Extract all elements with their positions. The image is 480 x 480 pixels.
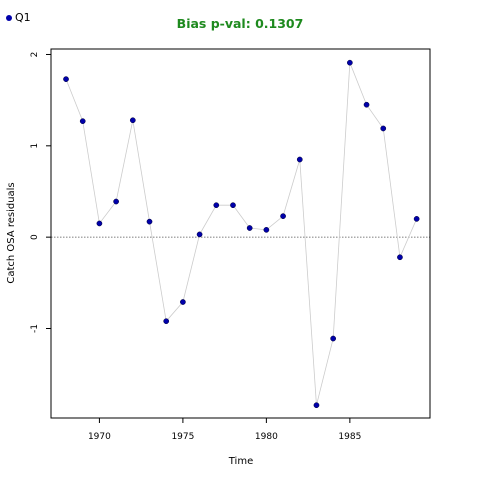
data-point (330, 335, 337, 342)
data-point (363, 101, 370, 108)
data-point (213, 202, 220, 209)
y-tick-label: 1 (30, 143, 40, 149)
data-point (163, 318, 170, 325)
x-tick-label: 1985 (338, 432, 361, 442)
series-line (65, 62, 418, 406)
legend-label: Q1 (15, 11, 31, 24)
legend-marker-icon (6, 14, 12, 21)
data-point (196, 231, 203, 238)
data-point (113, 198, 119, 205)
data-point (129, 117, 136, 124)
x-tick-label: 1975 (171, 432, 194, 442)
x-tick-label: 1980 (255, 432, 278, 442)
data-point (313, 402, 320, 409)
data-point (96, 220, 103, 227)
data-point (79, 118, 86, 125)
data-point (230, 202, 236, 209)
chart-title: Bias p-val: 0.1307 (176, 16, 304, 31)
plot-frame (50, 48, 431, 419)
x-axis-label: Time (228, 456, 253, 467)
legend: Q1 (6, 11, 31, 24)
data-point (146, 218, 153, 225)
data-point (263, 226, 270, 233)
data-point (413, 216, 420, 222)
data-point (296, 156, 303, 163)
data-point (280, 213, 286, 219)
y-tick-label: 0 (30, 234, 40, 240)
y-tick-label: -1 (30, 324, 40, 333)
data-point (180, 299, 186, 305)
y-axis-label: Catch OSA residuals (6, 182, 17, 283)
data-point (63, 76, 69, 82)
data-point (397, 254, 403, 261)
data-point (380, 125, 387, 132)
y-tick-label: 2 (30, 52, 40, 58)
x-tick-label: 1970 (88, 432, 111, 442)
data-point (246, 225, 253, 231)
data-point (347, 59, 353, 66)
